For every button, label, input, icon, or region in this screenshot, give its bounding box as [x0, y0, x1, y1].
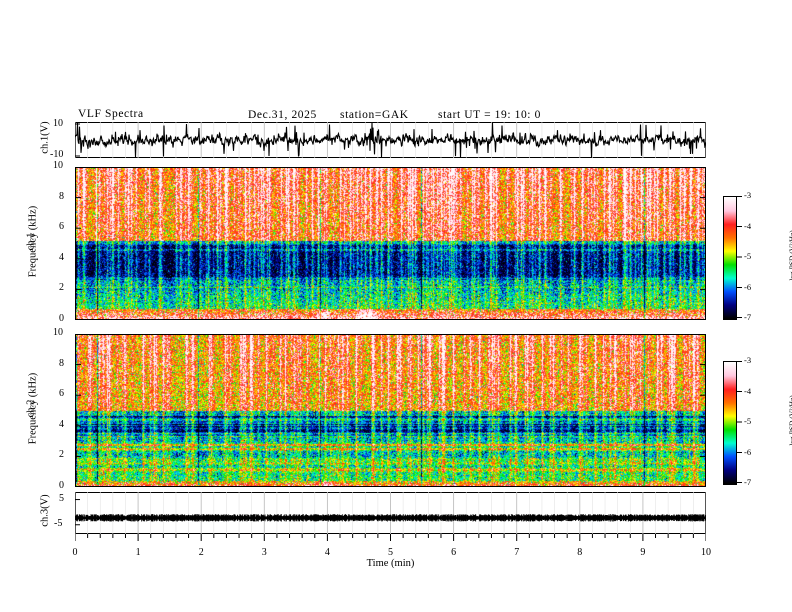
ch2-spectrogram-freq-tick: 0 — [59, 480, 64, 491]
ch2-spectrogram-freq-tick: 8 — [59, 357, 64, 369]
ch3-volt-tick-hi: 5 — [59, 492, 64, 504]
x-axis-tick-label: 6 — [451, 547, 457, 558]
ch1-volt-tick-lo: -10 — [50, 149, 64, 160]
ch1-volt-axis-label: ch.1(V) — [39, 121, 51, 154]
ch1-freq-axis-label: Frequency (kHz) — [27, 205, 39, 277]
x-axis-tick-label: 1 — [135, 547, 141, 558]
ch1-spectrogram-ticks — [75, 167, 706, 320]
ch1-spectrogram-freq-tick: 6 — [59, 221, 64, 233]
header-station: station=GAK — [340, 109, 409, 121]
ch2-spectrogram-freq-tick: 10 — [53, 327, 63, 338]
x-axis-ticks — [75, 534, 706, 541]
colorbar-ch2-tick-label: -4 — [744, 385, 752, 396]
ch2-spectrogram-canvas — [76, 335, 705, 486]
ch1-volt-tick-hi: 10 — [53, 118, 63, 129]
ch1-spectrogram-freq-tick: 2 — [59, 282, 64, 294]
ch3-volt-tick-lo: -5 — [54, 517, 63, 529]
header-date: Dec.31, 2025 — [248, 109, 317, 121]
colorbar-ch2-tick-label: -5 — [744, 416, 752, 426]
header-start-ut: start UT = 19: 10: 0 — [438, 109, 541, 121]
ch1-spectrogram-freq-tick: 0 — [59, 313, 64, 324]
colorbar-ch1-ticks — [736, 196, 742, 318]
colorbar-ch1-tick-label: -5 — [744, 251, 752, 261]
ch2-freq-axis-label: Frequency (kHz) — [27, 372, 39, 444]
colorbar-ch1-tick-label: -3 — [744, 190, 752, 200]
x-axis-tick-label: 9 — [640, 547, 646, 558]
colorbar-ch2-ticks — [736, 361, 742, 483]
figure-title: VLF Spectra — [78, 108, 144, 120]
colorbar-ch1-canvas — [723, 196, 737, 320]
x-axis-label: Time (min) — [366, 558, 415, 569]
ch1-spectrogram-freq-tick: 4 — [59, 251, 64, 263]
colorbar-ch2-tick-label: -7 — [744, 477, 752, 487]
x-axis-tick-label: 0 — [72, 547, 78, 558]
x-axis-tick-label: 7 — [514, 547, 520, 558]
ch2-spectrogram-ticks — [75, 334, 706, 487]
x-axis-tick-label: 5 — [388, 547, 393, 558]
colorbar-ch2-canvas — [723, 361, 737, 485]
colorbar-ch1-tick-label: -4 — [744, 220, 752, 231]
ch2-spectrogram-freq-tick: 2 — [59, 449, 64, 461]
ch1-spectrogram-freq-tick: 10 — [53, 160, 63, 171]
ch1-spectrogram-freq-tick: 8 — [59, 190, 64, 202]
colorbar-ch2-tick-label: -6 — [744, 446, 752, 457]
ch1-spectrogram-canvas — [76, 168, 705, 319]
x-axis-tick-label: 8 — [577, 547, 583, 558]
ch2-spectrogram-freq-tick: 4 — [59, 418, 64, 430]
ch3-volt-axis-label: ch.3(V) — [39, 494, 51, 527]
colorbar-ch2-title: log PSD (V²/Hz) — [787, 395, 792, 446]
colorbar-ch1-tick-label: -7 — [744, 312, 752, 322]
ch1-waveform-plot — [75, 122, 706, 158]
x-axis-tick-label: 3 — [261, 547, 267, 558]
ch3-waveform-plot — [75, 492, 706, 534]
colorbar-ch2-tick-label: -3 — [744, 355, 752, 365]
ch2-spectrogram-freq-tick: 6 — [59, 388, 64, 400]
colorbar-ch1-tick-label: -6 — [744, 281, 752, 292]
colorbar-ch1-title: log PSD (V²/Hz) — [787, 230, 792, 281]
x-axis-tick-label: 4 — [324, 547, 330, 558]
x-axis-tick-label: 2 — [198, 547, 204, 558]
x-axis-tick-label: 10 — [701, 547, 711, 558]
